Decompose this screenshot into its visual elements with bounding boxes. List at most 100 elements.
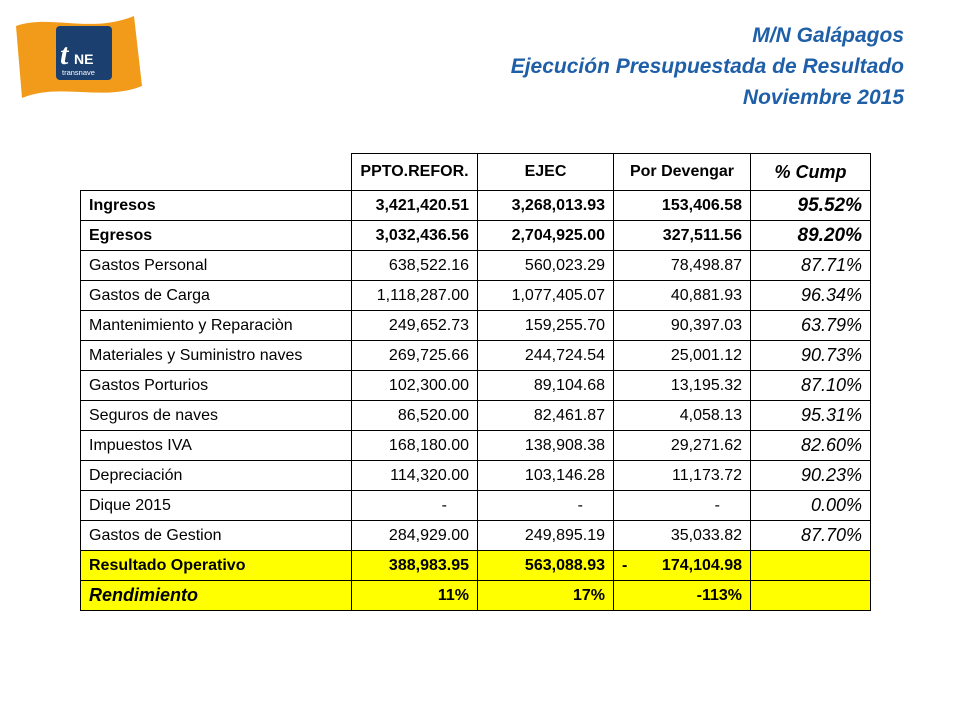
yield-executed: 17% [477, 580, 614, 611]
operating-pct [750, 550, 871, 581]
row-label: Gastos Personal [80, 250, 352, 281]
report-title: Ejecución Presupuestada de Resultado [510, 55, 904, 78]
operating-executed: 563,088.93 [477, 550, 614, 581]
row-pct: 95.31% [750, 400, 871, 431]
row-pending: 29,271.62 [613, 430, 751, 461]
row-label: Gastos Porturios [80, 370, 352, 401]
yield-row: Rendimiento 11% 17% -113% [80, 580, 871, 611]
row-budget: 3,032,436.56 [351, 220, 478, 251]
header-budget: PPTO.REFOR. [351, 153, 478, 191]
row-budget: 102,300.00 [351, 370, 478, 401]
table-row: Impuestos IVA 168,180.00 138,908.38 29,271.… [80, 430, 871, 461]
header-pct: % Cump [750, 153, 871, 191]
yield-budget: 11% [351, 580, 478, 611]
row-executed: 159,255.70 [477, 310, 614, 341]
row-label: Depreciación [80, 460, 352, 491]
row-label: Ingresos [80, 190, 352, 221]
row-executed: 244,724.54 [477, 340, 614, 371]
operating-pending: - 174,104.98 [613, 550, 751, 581]
vessel-title: M/N Galápagos [752, 24, 904, 47]
row-executed: 82,461.87 [477, 400, 614, 431]
row-label: Materiales y Suministro naves [80, 340, 352, 371]
row-budget: 638,522.16 [351, 250, 478, 281]
operating-label: Resultado Operativo [80, 550, 352, 581]
row-pct: 90.73% [750, 340, 871, 371]
row-pct: 89.20% [750, 220, 871, 251]
operating-budget: 388,983.95 [351, 550, 478, 581]
row-executed: 138,908.38 [477, 430, 614, 461]
row-budget: 168,180.00 [351, 430, 478, 461]
table-row: Ingresos 3,421,420.51 3,268,013.93 153,406.… [80, 190, 871, 221]
row-budget: 249,652.73 [351, 310, 478, 341]
table-row: Dique 2015- - -0.00% [80, 490, 871, 521]
row-pct: 95.52% [750, 190, 871, 221]
operating-pending-sign: - [622, 556, 628, 574]
yield-label: Rendimiento [80, 580, 352, 611]
table-row: Gastos de Gestion 284,929.00 249,895.19 35,… [80, 520, 871, 551]
logo-subtitle: transnave [62, 68, 95, 77]
row-pct: 87.70% [750, 520, 871, 551]
row-pending: 25,001.12 [613, 340, 751, 371]
row-label: Gastos de Carga [80, 280, 352, 311]
row-pct: 90.23% [750, 460, 871, 491]
row-pct: 63.79% [750, 310, 871, 341]
row-pending: 90,397.03 [613, 310, 751, 341]
report-period: Noviembre 2015 [742, 86, 904, 109]
table-row: Seguros de naves 86,520.00 82,461.87 4,058.… [80, 400, 871, 431]
row-pending: 153,406.58 [613, 190, 751, 221]
row-budget: 3,421,420.51 [351, 190, 478, 221]
budget-execution-table: PPTO.REFOR. EJEC Por Devengar % Cump Ing… [80, 153, 871, 611]
table-row: Gastos de Carga 1,118,287.00 1,077,405.07 4… [80, 280, 871, 311]
row-executed: 560,023.29 [477, 250, 614, 281]
row-pending: 327,511.56 [613, 220, 751, 251]
row-pending: 11,173.72 [613, 460, 751, 491]
row-executed: - [477, 490, 614, 521]
operating-pending-value: 174,104.98 [661, 556, 742, 574]
yield-pct [750, 580, 871, 611]
row-pending: 4,058.13 [613, 400, 751, 431]
row-label: Seguros de naves [80, 400, 352, 431]
row-pending: - [613, 490, 751, 521]
row-executed: 3,268,013.93 [477, 190, 614, 221]
row-label: Impuestos IVA [80, 430, 352, 461]
row-pending: 78,498.87 [613, 250, 751, 281]
row-label: Mantenimiento y Reparaciòn [80, 310, 352, 341]
transnave-logo: t NE transnave [16, 16, 142, 98]
logo-badge [56, 26, 112, 80]
row-pending: 35,033.82 [613, 520, 751, 551]
row-budget: 86,520.00 [351, 400, 478, 431]
header-pending: Por Devengar [613, 153, 751, 191]
row-executed: 1,077,405.07 [477, 280, 614, 311]
row-label: Gastos de Gestion [80, 520, 352, 551]
operating-result-row: Resultado Operativo 388,983.95 563,088.93-… [80, 550, 871, 581]
row-budget: 284,929.00 [351, 520, 478, 551]
table-row: Gastos Personal 638,522.16 560,023.29 78,49… [80, 250, 871, 281]
row-budget: - [351, 490, 478, 521]
report-heading: M/N Galápagos Ejecución Presupuestada de… [511, 20, 904, 113]
header-executed: EJEC [477, 153, 614, 191]
row-pct: 82.60% [750, 430, 871, 461]
row-executed: 249,895.19 [477, 520, 614, 551]
row-budget: 1,118,287.00 [351, 280, 478, 311]
table-row: Egresos 3,032,436.56 2,704,925.00 327,511.5… [80, 220, 871, 251]
row-label: Dique 2015 [80, 490, 352, 521]
row-budget: 114,320.00 [351, 460, 478, 491]
table-row: Gastos Porturios 102,300.00 89,104.68 13,19… [80, 370, 871, 401]
row-pct: 87.10% [750, 370, 871, 401]
row-pct: 96.34% [750, 280, 871, 311]
row-executed: 2,704,925.00 [477, 220, 614, 251]
header-blank-cell [80, 153, 352, 191]
table-row: Mantenimiento y Reparaciòn 249,652.73 159,… [80, 310, 871, 341]
row-pct: 0.00% [750, 490, 871, 521]
row-budget: 269,725.66 [351, 340, 478, 371]
table-row: Materiales y Suministro naves 269,725.66 2… [80, 340, 871, 371]
table-header-row: PPTO.REFOR. EJEC Por Devengar % Cump [80, 153, 871, 191]
row-executed: 89,104.68 [477, 370, 614, 401]
row-label: Egresos [80, 220, 352, 251]
table-row: Depreciación 114,320.00 103,146.28 11,173.7… [80, 460, 871, 491]
yield-pending: -113% [613, 580, 751, 611]
logo-brand-text: t [60, 38, 70, 71]
row-pending: 13,195.32 [613, 370, 751, 401]
row-pct: 87.71% [750, 250, 871, 281]
row-executed: 103,146.28 [477, 460, 614, 491]
